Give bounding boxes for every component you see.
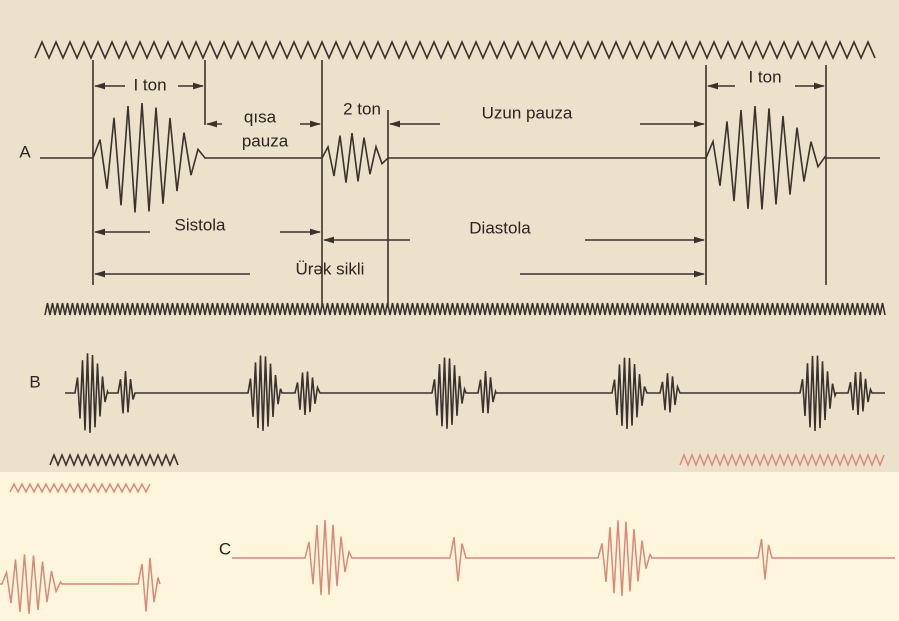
trace-label: B xyxy=(29,372,40,391)
lower-paper-background xyxy=(0,472,899,621)
phonocardiogram: I ton qısa pauza 2 ton Uzun pauza I ton … xyxy=(0,0,899,621)
label: Diastola xyxy=(469,218,531,237)
trace-label: A xyxy=(19,142,31,161)
label: 2 ton xyxy=(343,99,381,118)
label: pauza xyxy=(242,131,289,150)
label: Sistola xyxy=(174,215,226,234)
trace-label: C xyxy=(219,539,231,558)
label: Uzun pauza xyxy=(482,103,573,122)
label: I ton xyxy=(748,67,781,86)
label: qısa xyxy=(244,107,277,126)
label: I ton xyxy=(133,75,166,94)
label: Ürək sikli xyxy=(296,259,365,278)
